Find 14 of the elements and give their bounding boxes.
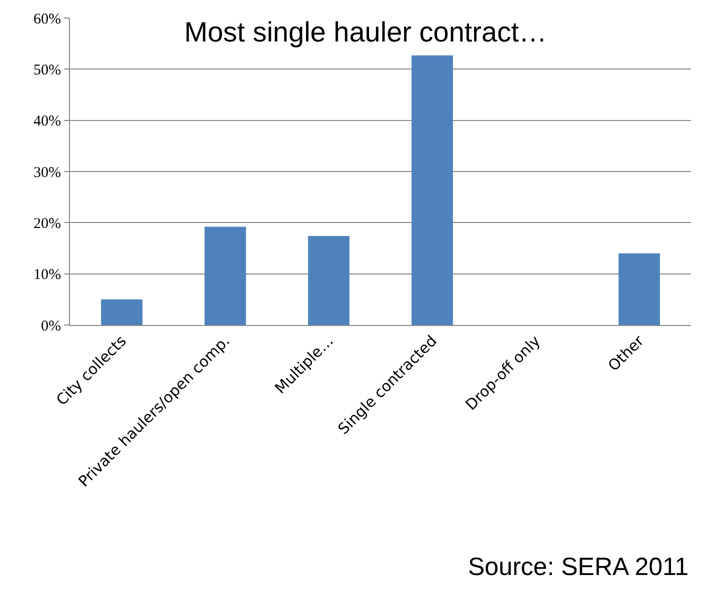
y-tick-label: 60%	[34, 11, 61, 28]
y-tick-label: 50%	[34, 62, 61, 78]
bar	[412, 55, 453, 325]
y-tick-label: 10%	[34, 267, 61, 284]
bar	[308, 236, 350, 325]
bar	[101, 299, 142, 325]
y-tick-label: 30%	[34, 164, 61, 181]
y-tick-label: 20%	[34, 216, 61, 232]
bar	[204, 226, 246, 325]
source-note: Source: SERA 2011	[468, 553, 689, 581]
chart-title: Most single hauler contract…	[184, 16, 547, 48]
y-tick-label: 0%	[41, 318, 61, 334]
bar	[618, 253, 660, 325]
y-tick-label: 40%	[34, 114, 61, 130]
